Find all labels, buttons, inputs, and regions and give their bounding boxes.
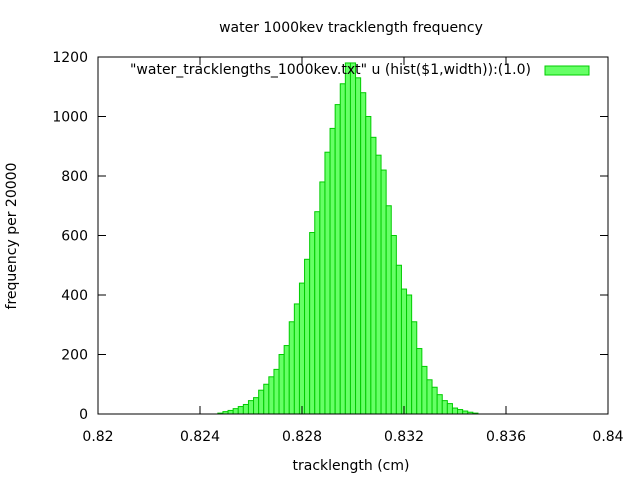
histogram-bar — [375, 154, 382, 415]
histogram-bar — [395, 264, 402, 415]
histogram-bar — [298, 282, 306, 415]
histogram-bar — [329, 127, 336, 415]
histogram-bar — [278, 354, 285, 415]
histogram-bar — [431, 386, 438, 415]
y-tick-label: 600 — [61, 229, 88, 245]
histogram-bar — [242, 403, 249, 415]
legend-swatch — [544, 65, 590, 76]
histogram-bar — [349, 62, 357, 415]
legend-label: "water_tracklengths_1000kev.txt" u (hist… — [130, 62, 531, 78]
histogram-bar — [247, 400, 255, 415]
x-tick-label: 0.84 — [592, 429, 623, 445]
histogram-bar — [334, 104, 341, 415]
histogram-bar — [457, 409, 464, 415]
histogram-bar — [406, 294, 413, 415]
chart-title: water 1000kev tracklength frequency — [219, 20, 483, 36]
histogram-bar — [263, 383, 270, 415]
histogram-bar — [339, 83, 346, 415]
histogram-bar — [360, 92, 367, 415]
y-tick-label: 1000 — [52, 110, 88, 126]
histogram-bar — [232, 408, 239, 415]
histogram-bar — [253, 397, 260, 415]
histogram-bar — [288, 321, 295, 415]
bars-group — [217, 62, 479, 415]
x-tick-label: 0.828 — [282, 429, 322, 445]
y-tick-label: 800 — [61, 169, 88, 185]
histogram-bar — [293, 303, 300, 415]
histogram-bar — [370, 136, 377, 415]
x-tick-label: 0.836 — [486, 429, 526, 445]
y-tick-label: 1200 — [52, 50, 88, 66]
legend: "water_tracklengths_1000kev.txt" u (hist… — [130, 62, 590, 78]
histogram-bar — [237, 406, 244, 415]
histogram-bar — [390, 235, 397, 415]
histogram-bar — [416, 348, 423, 415]
histogram-bar — [426, 379, 433, 415]
histogram-bar — [344, 62, 351, 415]
histogram-bar — [451, 407, 459, 415]
histogram-bar — [446, 403, 453, 415]
histogram-bar — [380, 169, 387, 415]
histogram-bar — [314, 211, 321, 415]
y-axis-label: frequency per 20000 — [4, 163, 20, 310]
y-tick-label: 400 — [61, 288, 88, 304]
histogram-bar — [421, 365, 428, 415]
histogram-bar — [436, 394, 443, 415]
x-tick-label: 0.832 — [384, 429, 424, 445]
histogram-bar — [355, 77, 362, 415]
histogram-bar — [385, 205, 392, 415]
plot-frame — [97, 56, 609, 415]
histogram-bar — [304, 258, 311, 415]
histogram-bar — [273, 368, 280, 415]
histogram-bar — [365, 116, 372, 415]
y-tick-label: 0 — [79, 407, 88, 423]
histogram-bar — [268, 376, 275, 415]
histogram-bar — [441, 400, 448, 415]
histogram-bar — [319, 181, 326, 415]
histogram-bar — [400, 288, 408, 415]
histogram-bar — [283, 345, 290, 415]
histogram-bar — [309, 232, 316, 415]
histogram-bar — [258, 389, 265, 415]
x-axis-label: tracklength (cm) — [293, 458, 410, 474]
ticks-group: 0 200 400 600 800 1000 1200 0.82 0.824 0.828 0.832… — [52, 50, 623, 445]
histogram-bar — [411, 321, 418, 415]
x-tick-label: 0.824 — [180, 429, 220, 445]
y-tick-label: 200 — [61, 348, 88, 364]
x-tick-label: 0.82 — [82, 429, 113, 445]
histogram-bar — [324, 151, 331, 415]
histogram-bar — [227, 409, 234, 415]
